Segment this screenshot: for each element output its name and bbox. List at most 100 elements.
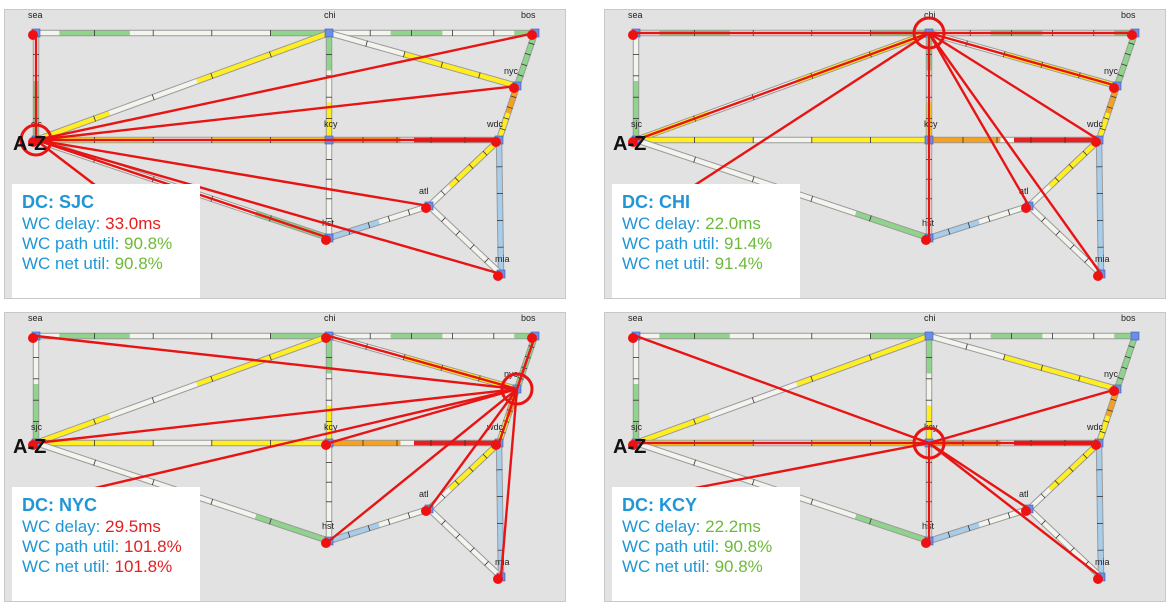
demand-line-mia bbox=[928, 442, 1102, 578]
dc-prefix: DC: bbox=[622, 192, 654, 212]
endpoint-dot-bos bbox=[527, 30, 537, 40]
endpoint-dot-atl bbox=[421, 506, 431, 516]
wc-path-util-value: 90.8% bbox=[724, 537, 773, 556]
az-label: A-Z bbox=[613, 436, 646, 458]
wc-path-util-label: WC path util: bbox=[622, 234, 720, 253]
topology-map: seachibosnycsjckcywdcatlhstmiaA-Z bbox=[613, 313, 1140, 584]
node-label-mia: mia bbox=[1095, 557, 1110, 567]
link-sea-sjc bbox=[632, 336, 640, 443]
topology-panel-nyc: seachibosnycsjckcywdcatlhstmiaA-Z DC: NY… bbox=[4, 312, 566, 602]
node-label-chi: chi bbox=[324, 313, 336, 323]
node-label-bos: bos bbox=[521, 313, 536, 323]
demand-line-bos bbox=[35, 31, 536, 142]
wc-net-util-value: 90.8% bbox=[714, 557, 763, 576]
link-sjc-chi bbox=[34, 332, 331, 447]
node-label-mia: mia bbox=[495, 254, 510, 264]
link-atl-mia bbox=[426, 506, 504, 580]
wc-delay-label: WC delay: bbox=[22, 517, 101, 536]
link-wdc-mia bbox=[1095, 442, 1105, 578]
node-label-bos: bos bbox=[521, 10, 536, 20]
link-hst-atl bbox=[928, 505, 1030, 545]
endpoint-dot-hst bbox=[321, 235, 331, 245]
topology-map: seachibosnycsjckcywdcatlhstmiaA-Z bbox=[613, 10, 1140, 281]
topology-panel-chi: seachibosnycsjckcywdcatlhstmiaA-Z DC: CH… bbox=[604, 9, 1166, 299]
demand-line-mia bbox=[35, 138, 502, 276]
endpoint-dot-sjc bbox=[28, 137, 38, 147]
node-label-nyc: nyc bbox=[1104, 369, 1119, 379]
link-chi-nyc bbox=[928, 332, 1118, 393]
endpoint-dot-mia bbox=[1093, 574, 1103, 584]
wc-net-util-value: 90.8% bbox=[114, 254, 163, 273]
node-label-sea: sea bbox=[628, 10, 643, 20]
link-atl-mia bbox=[1026, 506, 1104, 580]
link-wdc-mia bbox=[1095, 139, 1105, 275]
link-kcy-wdc bbox=[929, 136, 1099, 144]
node-bos bbox=[1130, 331, 1140, 341]
link-sjc-chi bbox=[34, 29, 331, 144]
link-wdc-mia bbox=[495, 442, 505, 578]
demand-line-sea bbox=[635, 334, 930, 445]
wc-net-util-label: WC net util: bbox=[22, 557, 110, 576]
node-label-nyc: nyc bbox=[1104, 66, 1119, 76]
endpoint-dot-mia bbox=[493, 574, 503, 584]
dc-prefix: DC: bbox=[22, 495, 54, 515]
endpoint-dot-atl bbox=[1021, 203, 1031, 213]
dc-highlight-ring bbox=[912, 426, 946, 460]
wc-net-util-label: WC net util: bbox=[622, 557, 710, 576]
demand-line-hst bbox=[328, 388, 518, 542]
link-sjc-kcy bbox=[636, 136, 929, 144]
demand-line-nyc bbox=[928, 31, 1118, 88]
dc-highlight-ring bbox=[500, 372, 534, 406]
endpoint-dot-nyc bbox=[1109, 386, 1119, 396]
link-sea-sjc bbox=[32, 336, 40, 443]
dc-prefix: DC: bbox=[622, 495, 654, 515]
endpoint-dot-nyc bbox=[1109, 83, 1119, 93]
node-label-nyc: nyc bbox=[504, 66, 519, 76]
wc-delay-value: 33.0ms bbox=[105, 214, 161, 233]
dc-name: KCY bbox=[659, 495, 698, 515]
demand-line-atl bbox=[428, 388, 518, 510]
dc-name: SJC bbox=[59, 192, 95, 212]
endpoint-dot-sjc bbox=[628, 440, 638, 450]
demand-line-sjc bbox=[35, 387, 518, 445]
node-label-sjc: sjc bbox=[631, 422, 642, 432]
demand-line-offmap bbox=[35, 139, 96, 186]
dc-info-box: DC: KCY WC delay: 22.2ms WC path util: 9… bbox=[612, 487, 800, 601]
endpoint-dot-sea bbox=[628, 30, 638, 40]
demand-line-offmap bbox=[694, 441, 930, 490]
link-bos-nyc bbox=[1113, 31, 1139, 88]
dc-prefix: DC: bbox=[22, 192, 54, 212]
endpoint-dot-mia bbox=[493, 271, 503, 281]
link-chi-kcy bbox=[325, 33, 333, 140]
endpoint-dot-bos bbox=[527, 333, 537, 343]
node-label-bos: bos bbox=[1121, 313, 1136, 323]
node-label-wdc: wdc bbox=[1086, 119, 1104, 129]
wc-delay-label: WC delay: bbox=[22, 214, 101, 233]
wc-path-util-label: WC path util: bbox=[22, 234, 120, 253]
link-chi-bos bbox=[929, 332, 1135, 340]
link-bos-nyc bbox=[1113, 334, 1139, 391]
dc-info-box: DC: NYC WC delay: 29.5ms WC path util: 1… bbox=[12, 487, 200, 601]
node-label-chi: chi bbox=[924, 313, 936, 323]
node-label-kcy: kcy bbox=[324, 119, 338, 129]
node-label-kcy: kcy bbox=[324, 422, 338, 432]
wc-delay-value: 22.2ms bbox=[705, 517, 761, 536]
endpoint-dot-wdc bbox=[491, 440, 501, 450]
link-chi-bos bbox=[329, 332, 535, 340]
endpoint-dot-hst bbox=[921, 538, 931, 548]
demand-line-wdc bbox=[497, 388, 519, 444]
wc-delay-label: WC delay: bbox=[622, 517, 701, 536]
wc-delay-label: WC delay: bbox=[622, 214, 701, 233]
demand-line-atl bbox=[928, 441, 1030, 511]
endpoint-dot-sea bbox=[28, 30, 38, 40]
endpoint-dot-atl bbox=[1021, 506, 1031, 516]
az-label: A-Z bbox=[13, 436, 46, 458]
wc-path-util-label: WC path util: bbox=[22, 537, 120, 556]
endpoint-dot-chi bbox=[321, 333, 331, 343]
link-chi-kcy bbox=[925, 336, 933, 443]
dc-highlight-ring bbox=[19, 123, 53, 157]
demand-line-mia bbox=[928, 32, 1102, 275]
endpoint-dot-wdc bbox=[1091, 137, 1101, 147]
endpoint-dot-kcy bbox=[321, 440, 331, 450]
wc-path-util-label: WC path util: bbox=[622, 537, 720, 556]
